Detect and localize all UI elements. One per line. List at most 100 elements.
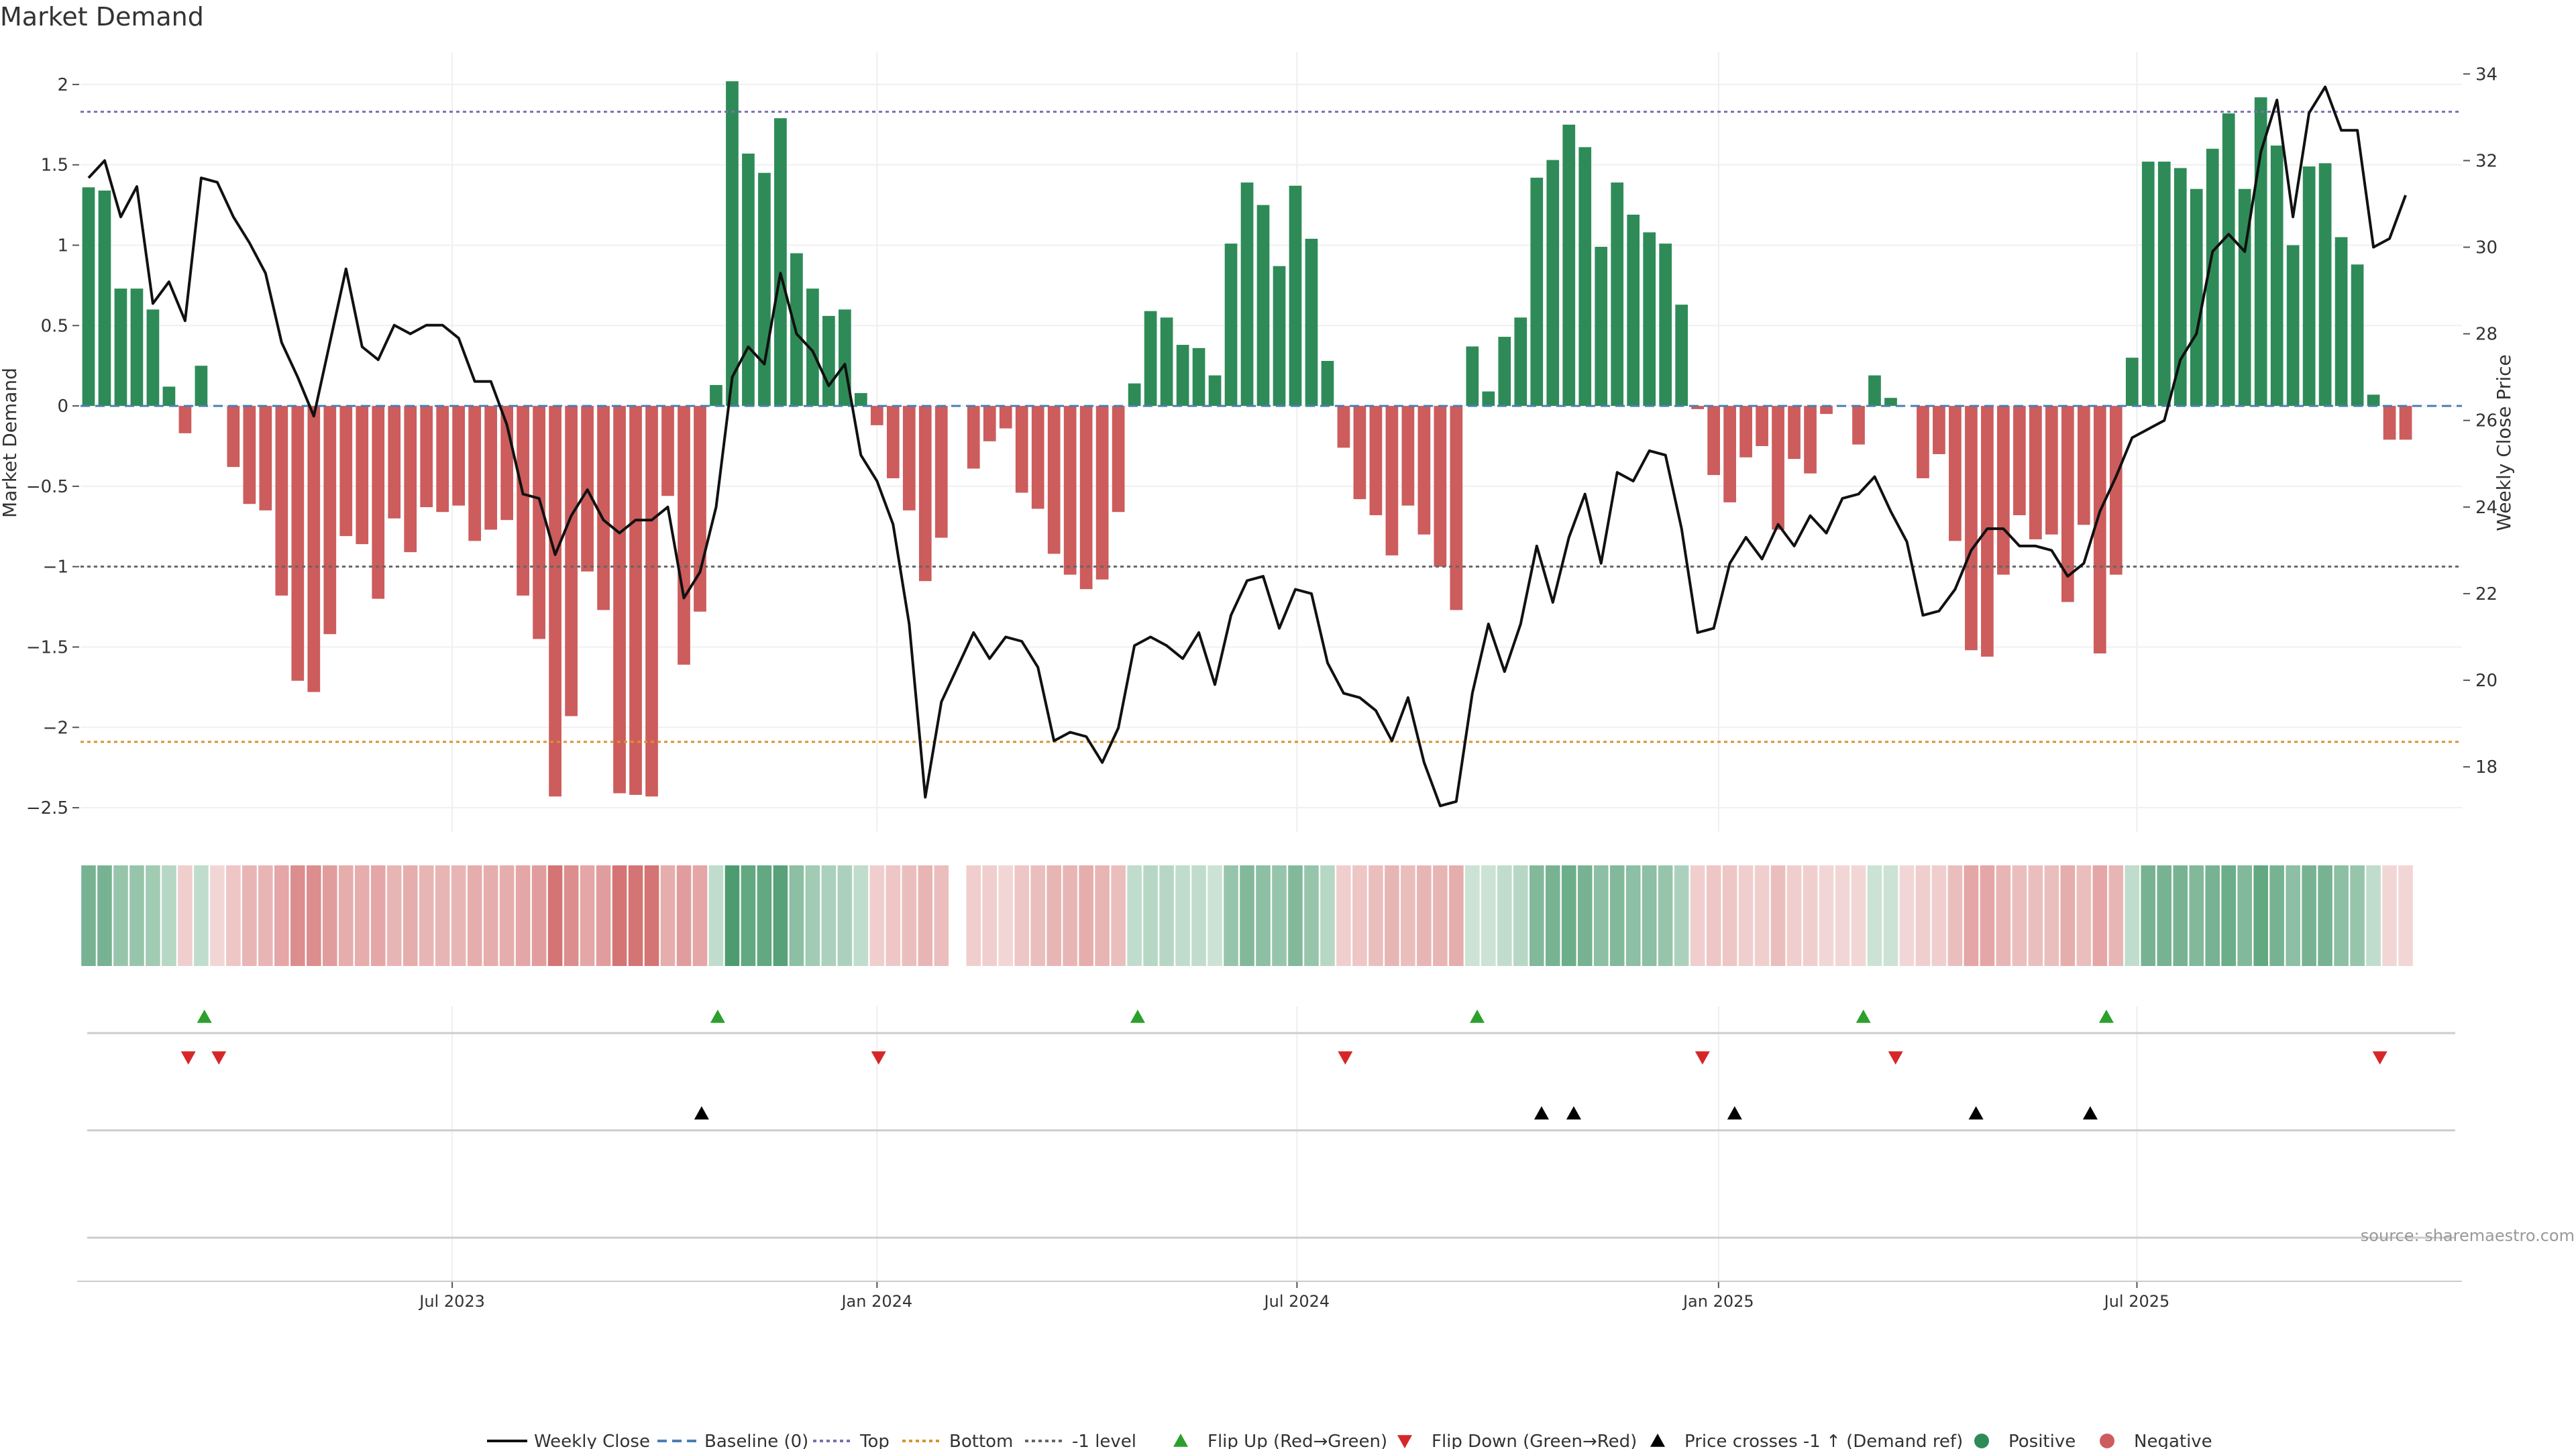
- strip-cell: [178, 865, 193, 966]
- demand-bar-negative: [1385, 406, 1399, 555]
- strip-cell: [1609, 865, 1625, 966]
- demand-bar-negative: [259, 406, 272, 511]
- demand-bar-negative: [1450, 406, 1463, 610]
- demand-bar-negative: [2013, 406, 2026, 516]
- demand-bar-negative: [356, 406, 369, 545]
- strip-cell: [2237, 865, 2252, 966]
- y-right-tick-label: 20: [2475, 671, 2498, 691]
- demand-bar-negative: [1997, 406, 2010, 575]
- y-left-tick-label: −1.5: [26, 637, 68, 657]
- demand-bar-positive: [1208, 375, 1222, 407]
- strip-cell: [2044, 865, 2059, 966]
- demand-bar-positive: [1643, 232, 1656, 407]
- strip-cell: [2108, 865, 2124, 966]
- strip-cell: [322, 865, 337, 966]
- y-left-tick-label: −2: [43, 718, 68, 738]
- strip-cell: [1835, 865, 1850, 966]
- strip-cell: [146, 865, 160, 966]
- demand-bar-positive: [1498, 337, 1511, 407]
- strip-cell: [1529, 865, 1544, 966]
- strip-cell: [837, 865, 853, 966]
- strip-cell: [1143, 865, 1158, 966]
- flip-up-marker: [2098, 1010, 2114, 1023]
- strip-cell: [676, 865, 692, 966]
- strip-cell: [274, 865, 289, 966]
- demand-bar-positive: [2334, 237, 2348, 407]
- demand-bar-positive: [1176, 345, 1189, 407]
- demand-bar-negative: [2077, 406, 2090, 525]
- strip-cell: [1642, 865, 1657, 966]
- y-right-tick-label: 24: [2475, 498, 2498, 518]
- y-axis-right-label: Weekly Close Price: [2493, 354, 2515, 531]
- demand-bar-positive: [2238, 189, 2251, 407]
- demand-bar-negative: [2093, 406, 2106, 654]
- demand-strip: [81, 865, 2413, 966]
- y-left-tick-label: 1.5: [41, 156, 68, 176]
- price-cross-marker: [1534, 1106, 1549, 1120]
- strip-cell: [1320, 865, 1335, 966]
- demand-bar-positive: [2286, 245, 2300, 407]
- demand-bar-negative: [918, 406, 932, 582]
- demand-bar-negative: [2029, 406, 2042, 539]
- demand-bar-positive: [1256, 205, 1270, 407]
- y-right-tick-label: 28: [2475, 325, 2498, 345]
- strip-cell: [1754, 865, 1770, 966]
- strip-cell: [113, 865, 128, 966]
- demand-bar-positive: [1321, 361, 1334, 407]
- demand-bar-negative: [388, 406, 401, 519]
- demand-bar-negative: [870, 406, 883, 425]
- reference-lines: [80, 111, 2462, 743]
- demand-bar-positive: [1530, 177, 1544, 407]
- demand-bar-positive: [195, 366, 208, 407]
- demand-bar-negative: [2109, 406, 2123, 575]
- demand-bar-negative: [436, 406, 449, 513]
- strip-cell: [805, 865, 820, 966]
- demand-bar-negative: [533, 406, 545, 639]
- flip-up-marker: [1130, 1010, 1145, 1023]
- demand-bar-negative: [1723, 406, 1736, 502]
- demand-bar-positive: [1868, 375, 1881, 407]
- y-left-tick-label: 0.5: [41, 316, 68, 336]
- strip-cell: [1449, 865, 1464, 966]
- strip-cell: [1046, 865, 1061, 966]
- demand-bar-negative: [2045, 406, 2058, 535]
- strip-cell: [628, 865, 643, 966]
- demand-bar-negative: [517, 406, 529, 596]
- demand-bar-negative: [484, 406, 498, 530]
- strip-cell: [2334, 865, 2349, 966]
- x-tick-label: Jan 2025: [1682, 1292, 1754, 1311]
- strip-cell: [2173, 865, 2188, 966]
- demand-bar-positive: [2190, 189, 2203, 407]
- x-tick-label: Jul 2025: [2103, 1292, 2170, 1311]
- strip-cell: [692, 865, 708, 966]
- strip-cell: [129, 865, 144, 966]
- strip-cell: [1738, 865, 1754, 966]
- demand-bar-negative: [1739, 406, 1752, 458]
- strip-cell: [1465, 865, 1480, 966]
- demand-bar-negative: [1788, 406, 1801, 460]
- y-right-tick-label: 34: [2475, 64, 2498, 85]
- strip-cell: [1561, 865, 1576, 966]
- strip-cell: [531, 865, 547, 966]
- strip-cell: [97, 865, 112, 966]
- demand-bar-negative: [1079, 406, 1093, 590]
- demand-bar-positive: [1466, 346, 1479, 407]
- demand-bar-positive: [2206, 148, 2219, 407]
- strip-cell: [242, 865, 257, 966]
- flip-down-marker: [1888, 1051, 1903, 1065]
- legend-label: Price crosses -1 ↑ (Demand ref): [1684, 1432, 1963, 1449]
- strip-cell: [2076, 865, 2092, 966]
- demand-bar-negative: [291, 406, 305, 681]
- demand-bar-positive: [1273, 266, 1286, 407]
- demand-bar-positive: [742, 153, 755, 407]
- event-markers: [180, 1010, 2387, 1448]
- strip-cell: [821, 865, 837, 966]
- price-cross-marker: [1727, 1106, 1742, 1120]
- grid-layer: [80, 52, 2462, 1281]
- demand-bar-positive: [2367, 394, 2380, 407]
- strip-cell: [2253, 865, 2268, 966]
- strip-cell: [902, 865, 917, 966]
- strip-cell: [226, 865, 241, 966]
- demand-bar-negative: [613, 406, 626, 794]
- demand-bar-negative: [2061, 406, 2074, 602]
